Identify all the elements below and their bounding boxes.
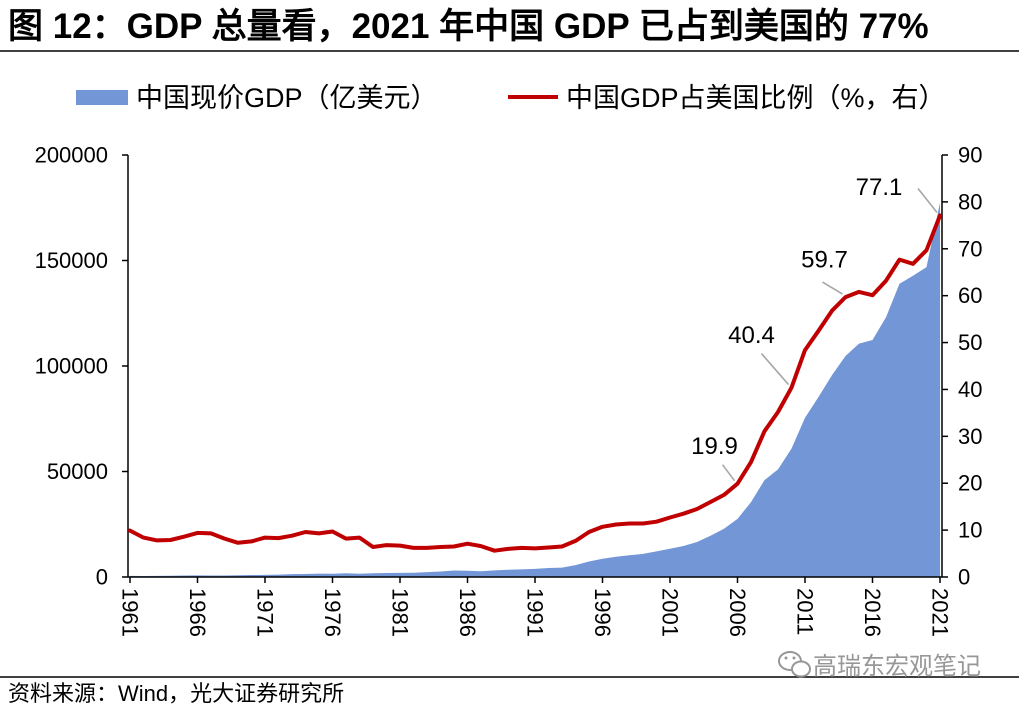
y-right-tick-label: 10 bbox=[958, 518, 982, 543]
plot-area: 0 50000 100000 150000 200000 0 10 20 30 40 50 60 70 8… bbox=[35, 143, 983, 637]
annotation-label: 59.7 bbox=[801, 247, 848, 274]
legend-swatch-gdp bbox=[76, 90, 128, 105]
x-tick-label: 2021 bbox=[928, 588, 953, 637]
y-right-tick-label: 30 bbox=[958, 424, 982, 449]
legend-label-gdp: 中国现价GDP（亿美元） bbox=[136, 83, 438, 113]
x-tick-label: 2001 bbox=[658, 588, 683, 637]
x-tick-label: 2016 bbox=[860, 588, 885, 637]
watermark-text: 高瑞东宏观笔记 bbox=[813, 653, 981, 680]
wechat-icon-eye bbox=[792, 656, 796, 660]
annotation-leader-line bbox=[822, 281, 843, 295]
annotation-label: 40.4 bbox=[728, 322, 775, 349]
x-tick-label: 1981 bbox=[388, 588, 413, 637]
wechat-icon-eye bbox=[784, 656, 788, 660]
y-left-tick-label: 150000 bbox=[35, 248, 108, 273]
y-right-tick-label: 80 bbox=[958, 189, 982, 214]
y-right-tick-label: 60 bbox=[958, 283, 982, 308]
x-tick-label: 1991 bbox=[523, 588, 548, 637]
series-line-ratio bbox=[128, 213, 942, 553]
x-tick-label: 1976 bbox=[320, 588, 345, 637]
y-left-tick-label: 50000 bbox=[47, 459, 108, 484]
y-left-tick-label: 100000 bbox=[35, 354, 108, 379]
y-right-tick-label: 40 bbox=[958, 377, 982, 402]
wechat-icon-bubble-small bbox=[791, 660, 811, 678]
y-right-tick-label: 50 bbox=[958, 330, 982, 355]
annotation-label: 77.1 bbox=[856, 174, 903, 201]
source-note: 资料来源：Wind，光大证券研究所 bbox=[8, 681, 344, 706]
x-tick-label: 1966 bbox=[185, 588, 210, 637]
annotation-leader-line bbox=[760, 353, 790, 386]
watermark: 高瑞东宏观笔记 bbox=[778, 651, 981, 680]
x-tick-label: 2011 bbox=[793, 588, 818, 635]
y-right-tick-label: 20 bbox=[958, 471, 982, 496]
x-tick-label: 1986 bbox=[455, 588, 480, 637]
series-area-gdp bbox=[130, 202, 940, 578]
annotation-label: 19.9 bbox=[691, 433, 738, 460]
legend-label-ratio: 中国GDP占美国比例（%，右） bbox=[566, 83, 946, 113]
x-tick-label: 1971 bbox=[253, 588, 278, 637]
y-right-tick-label: 70 bbox=[958, 236, 982, 261]
y-left-tick-label: 0 bbox=[96, 565, 108, 590]
x-tick-label: 1961 bbox=[118, 588, 143, 637]
wechat-icon bbox=[778, 651, 811, 678]
y-left-tick-label: 200000 bbox=[35, 143, 108, 168]
x-tick-label: 2006 bbox=[725, 588, 750, 637]
y-right-tick-label: 0 bbox=[958, 565, 970, 590]
legend: 中国现价GDP（亿美元） 中国GDP占美国比例（%，右） bbox=[76, 83, 946, 113]
annotation-leader-line bbox=[721, 464, 736, 482]
annotation-leader-line bbox=[917, 187, 938, 213]
x-tick-label: 1996 bbox=[590, 588, 615, 637]
y-right-tick-label: 90 bbox=[958, 143, 982, 168]
figure-title: 图 12：GDP 总量看，2021 年中国 GDP 已占到美国的 77% bbox=[8, 7, 929, 46]
